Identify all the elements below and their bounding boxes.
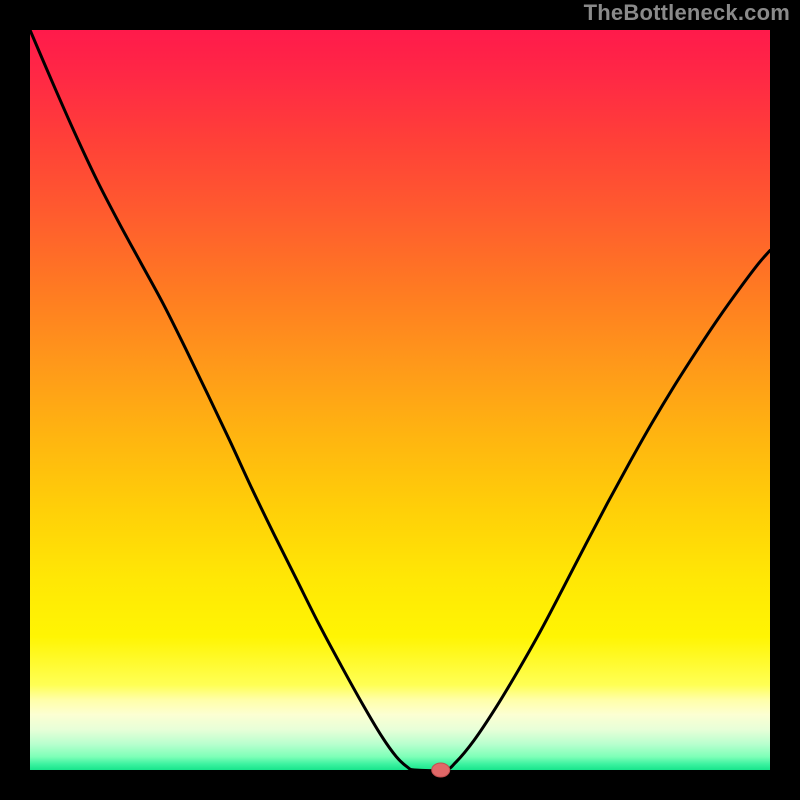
optimum-marker [432, 763, 450, 777]
chart-frame: TheBottleneck.com [0, 0, 800, 800]
optimum-marker-layer [0, 0, 800, 800]
